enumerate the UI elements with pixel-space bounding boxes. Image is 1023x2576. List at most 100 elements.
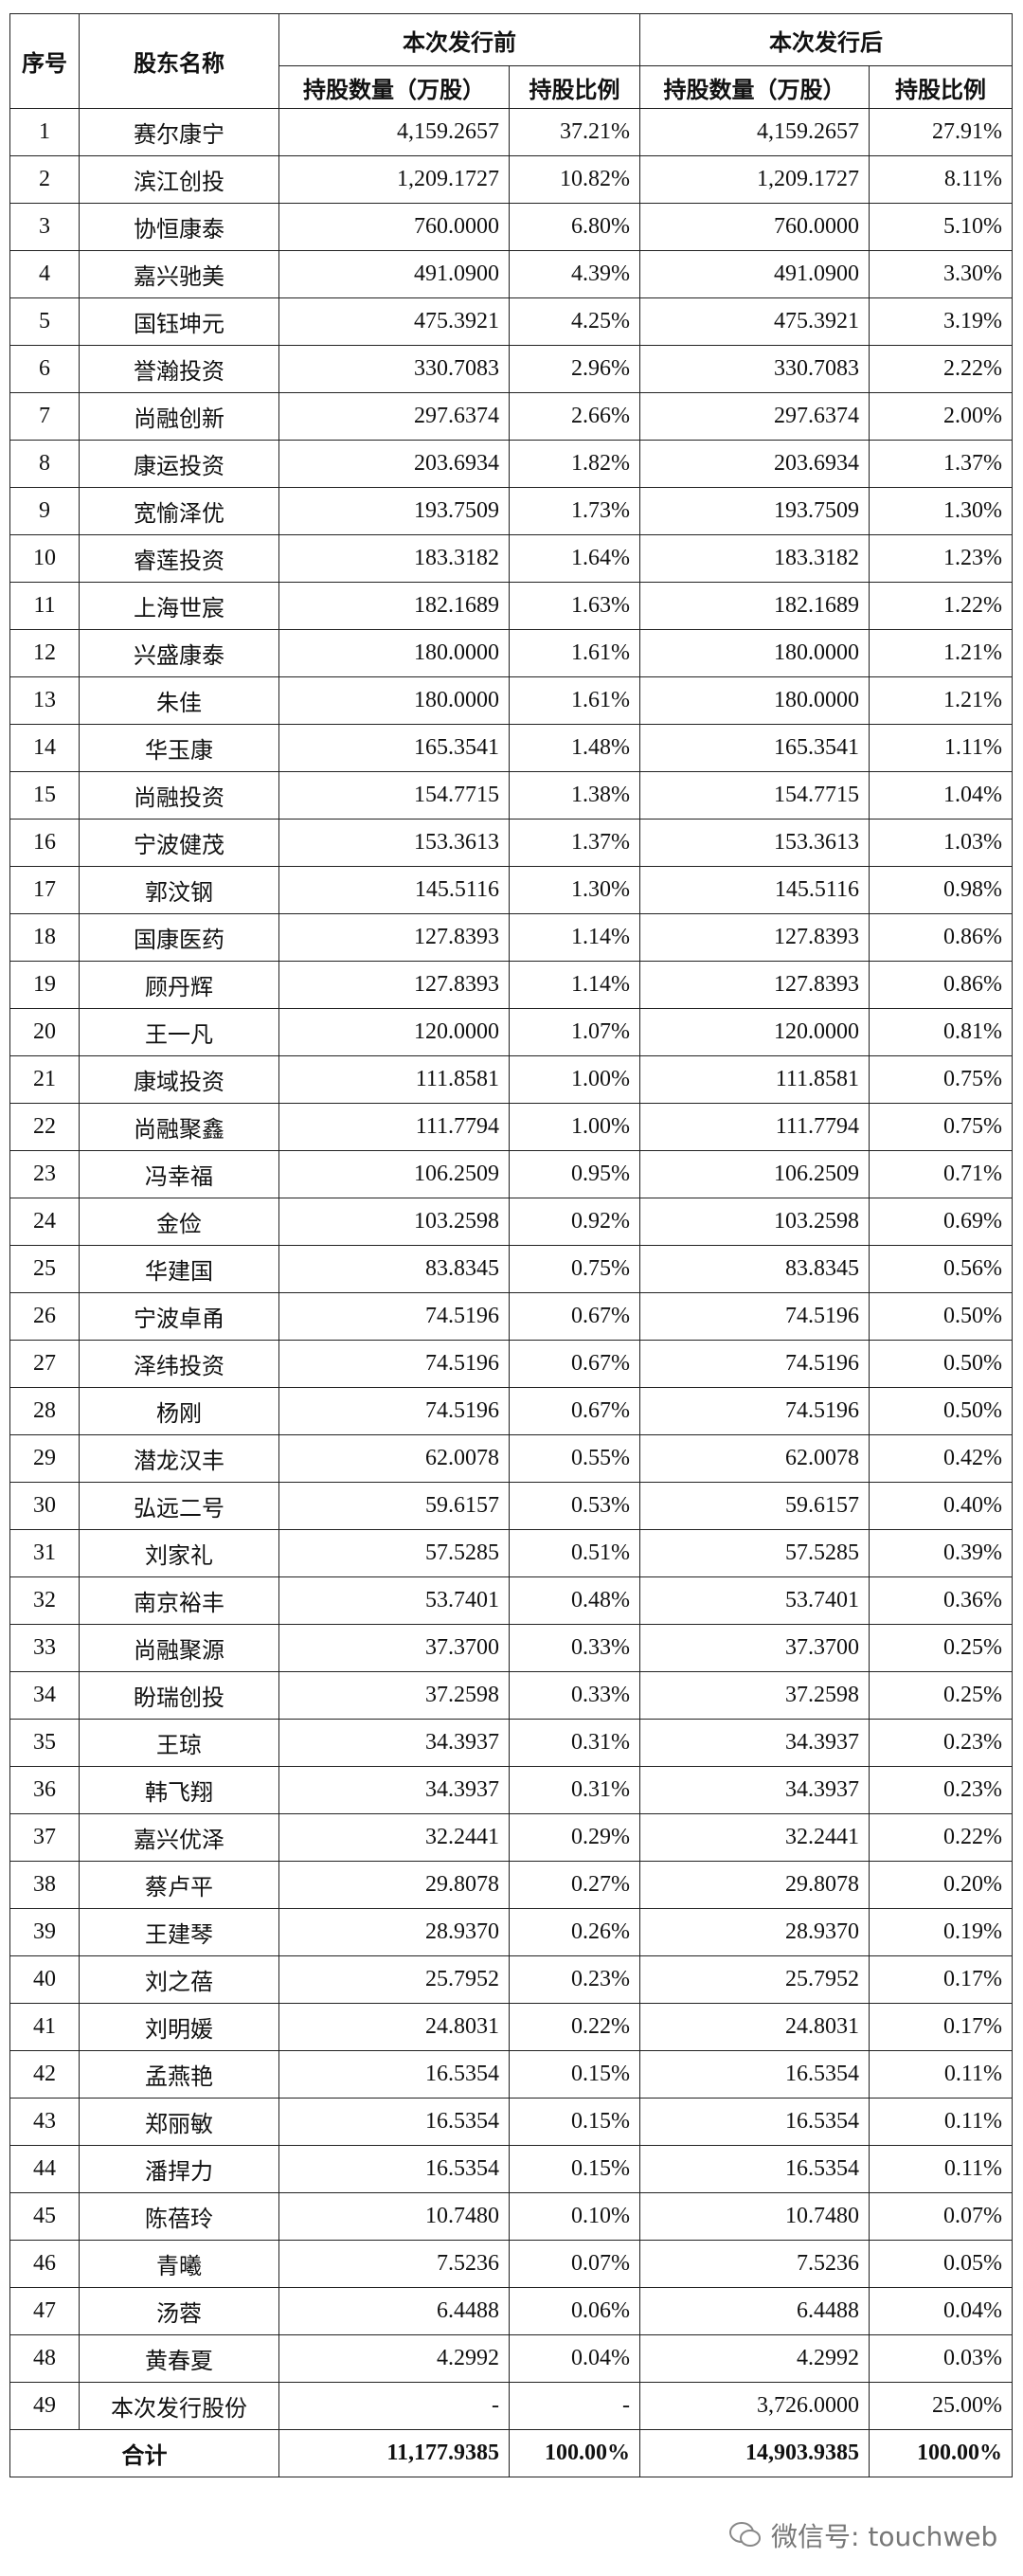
table-row: 10 睿莲投资 183.3182 1.64% 183.3182 1.23% [9, 534, 1013, 583]
table-cell: 0.50% [869, 1340, 1013, 1388]
table-cell: 43 [9, 2098, 80, 2146]
table-cell: 弘远二号 [79, 1482, 279, 1530]
table-cell: 1.03% [869, 819, 1013, 867]
table-cell: 顾丹辉 [79, 961, 279, 1009]
table-body: 1 赛尔康宁 4,159.2657 37.21% 4,159.2657 27.91% 2 滨江… [9, 108, 1013, 2477]
table-cell: 1.11% [869, 724, 1013, 772]
table-cell: 0.75% [869, 1103, 1013, 1151]
table-cell: 182.1689 [278, 582, 510, 630]
table-cell: 0.20% [869, 1861, 1013, 1909]
table-cell: 0.17% [869, 2003, 1013, 2051]
table-cell: 40 [9, 1955, 80, 2004]
table-cell: 康运投资 [79, 440, 279, 488]
table-cell: 2 [9, 155, 80, 204]
table-cell: 29 [9, 1434, 80, 1483]
table-cell: 34.3937 [639, 1766, 870, 1814]
table-cell: 25.00% [869, 2382, 1013, 2430]
table-cell: 0.29% [509, 1813, 640, 1862]
header-cell: 股东名称 [79, 13, 279, 109]
table-row: 42 孟燕艳 16.5354 0.15% 16.5354 0.11% [9, 2050, 1013, 2099]
shareholder-table: 序号 股东名称 本次发行前 本次发行后 持股数量（万股） 持股比例 持股数量（万… [9, 13, 1013, 2477]
table-cell: 南京裕丰 [79, 1576, 279, 1625]
table-cell: - [509, 2382, 640, 2430]
table-cell: 潘捍力 [79, 2145, 279, 2193]
table-row: 16 宁波健茂 153.3613 1.37% 153.3613 1.03% [9, 819, 1013, 867]
table-row: 44 潘捍力 16.5354 0.15% 16.5354 0.11% [9, 2145, 1013, 2193]
table-cell: 74.5196 [278, 1340, 510, 1388]
table-cell: 0.22% [509, 2003, 640, 2051]
table-cell: 10 [9, 534, 80, 583]
table-cell: 郑丽敏 [79, 2098, 279, 2146]
table-cell: 111.8581 [278, 1055, 510, 1104]
table-row: 26 宁波卓甬 74.5196 0.67% 74.5196 0.50% [9, 1292, 1013, 1341]
table-cell: 29.8078 [639, 1861, 870, 1909]
table-cell: 12 [9, 629, 80, 677]
table-row: 20 王一凡 120.0000 1.07% 120.0000 0.81% [9, 1008, 1013, 1056]
table-row: 17 郭汶钢 145.5116 1.30% 145.5116 0.98% [9, 866, 1013, 914]
table-cell: 37.21% [509, 108, 640, 156]
table-cell: 297.6374 [639, 392, 870, 441]
table-cell: 1 [9, 108, 80, 156]
table-cell: 203.6934 [278, 440, 510, 488]
table-cell: 36 [9, 1766, 80, 1814]
table-cell: 0.95% [509, 1150, 640, 1198]
table-cell: 100.00% [869, 2429, 1013, 2477]
table-cell: 491.0900 [639, 250, 870, 298]
table-row: 36 韩飞翔 34.3937 0.31% 34.3937 0.23% [9, 1766, 1013, 1814]
table-cell: 10.82% [509, 155, 640, 204]
table-cell: 0.15% [509, 2145, 640, 2193]
table-cell: 11 [9, 582, 80, 630]
table-cell: 760.0000 [639, 203, 870, 251]
table-cell: 57.5285 [278, 1529, 510, 1577]
table-cell: 合计 [9, 2429, 279, 2477]
table-cell: 朱佳 [79, 676, 279, 725]
table-cell: 26 [9, 1292, 80, 1341]
table-row: 14 华玉康 165.3541 1.48% 165.3541 1.11% [9, 724, 1013, 772]
table-cell: 0.04% [509, 2334, 640, 2383]
table-cell: 74.5196 [639, 1387, 870, 1435]
table-row: 27 泽纬投资 74.5196 0.67% 74.5196 0.50% [9, 1340, 1013, 1388]
table-cell: 330.7083 [639, 345, 870, 393]
header-cell: 持股比例 [869, 65, 1013, 109]
table-cell: 1,209.1727 [639, 155, 870, 204]
table-cell: 183.3182 [278, 534, 510, 583]
table-cell: 35 [9, 1719, 80, 1767]
table-cell: 16.5354 [278, 2050, 510, 2099]
table-cell: 赛尔康宁 [79, 108, 279, 156]
table-cell: 0.11% [869, 2098, 1013, 2146]
table-cell: 泽纬投资 [79, 1340, 279, 1388]
table-cell: 0.86% [869, 961, 1013, 1009]
table-cell: 刘明媛 [79, 2003, 279, 2051]
table-cell: 120.0000 [278, 1008, 510, 1056]
table-cell: 0.71% [869, 1150, 1013, 1198]
table-cell: 0.23% [509, 1955, 640, 2004]
table-cell: 42 [9, 2050, 80, 2099]
table-cell: 120.0000 [639, 1008, 870, 1056]
table-cell: 盼瑞创投 [79, 1671, 279, 1720]
table-cell: 0.56% [869, 1245, 1013, 1293]
table-cell: 4 [9, 250, 80, 298]
table-cell: 16.5354 [639, 2145, 870, 2193]
table-row: 28 杨刚 74.5196 0.67% 74.5196 0.50% [9, 1387, 1013, 1435]
table-cell: 28 [9, 1387, 80, 1435]
table-cell: 郭汶钢 [79, 866, 279, 914]
table-row: 19 顾丹辉 127.8393 1.14% 127.8393 0.86% [9, 961, 1013, 1009]
table-cell: 6 [9, 345, 80, 393]
table-cell: 25 [9, 1245, 80, 1293]
header-cell: 持股数量（万股） [278, 65, 510, 109]
table-cell: 83.8345 [639, 1245, 870, 1293]
table-cell: 24 [9, 1198, 80, 1246]
table-cell: 41 [9, 2003, 80, 2051]
table-cell: 15 [9, 771, 80, 820]
table-cell: 宁波卓甬 [79, 1292, 279, 1341]
table-cell: 145.5116 [639, 866, 870, 914]
table-cell: 297.6374 [278, 392, 510, 441]
table-cell: 18 [9, 913, 80, 962]
table-cell: 孟燕艳 [79, 2050, 279, 2099]
table-cell: 3 [9, 203, 80, 251]
table-row: 3 协恒康泰 760.0000 6.80% 760.0000 5.10% [9, 203, 1013, 251]
table-cell: 182.1689 [639, 582, 870, 630]
table-cell: 34.3937 [278, 1766, 510, 1814]
table-cell: 8.11% [869, 155, 1013, 204]
table-cell: 0.69% [869, 1198, 1013, 1246]
